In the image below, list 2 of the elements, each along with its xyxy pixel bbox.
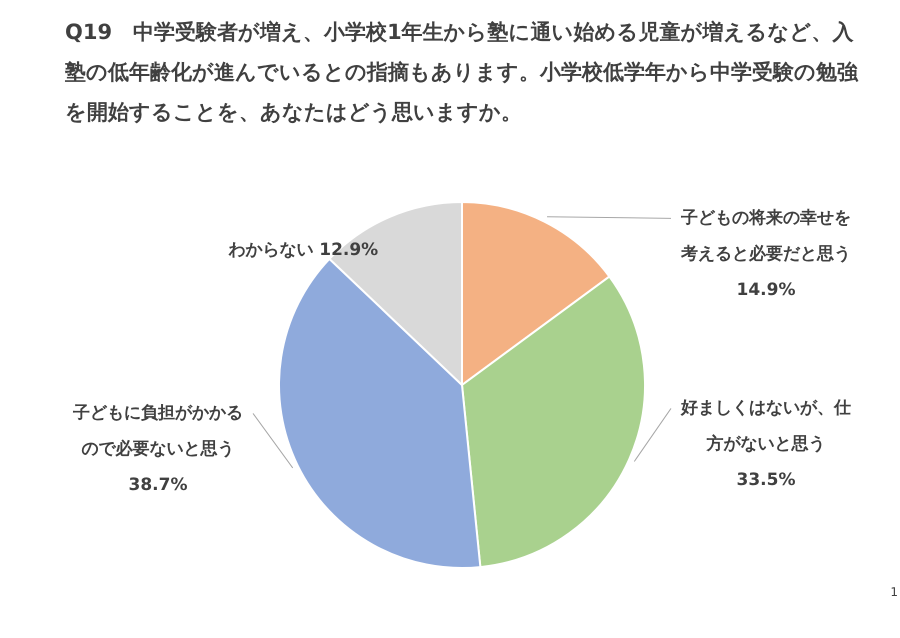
title: Q19 中学受験者が増え、小学校1年生から塾に通い始める児童が増えるなど、入塾の低年齢化が進んでいるとの指摘もあります。小学校低学年から中学受験の勉強を開始することを、あなたはどう思いますか。 [65,19,860,126]
text: 1 [890,585,898,599]
